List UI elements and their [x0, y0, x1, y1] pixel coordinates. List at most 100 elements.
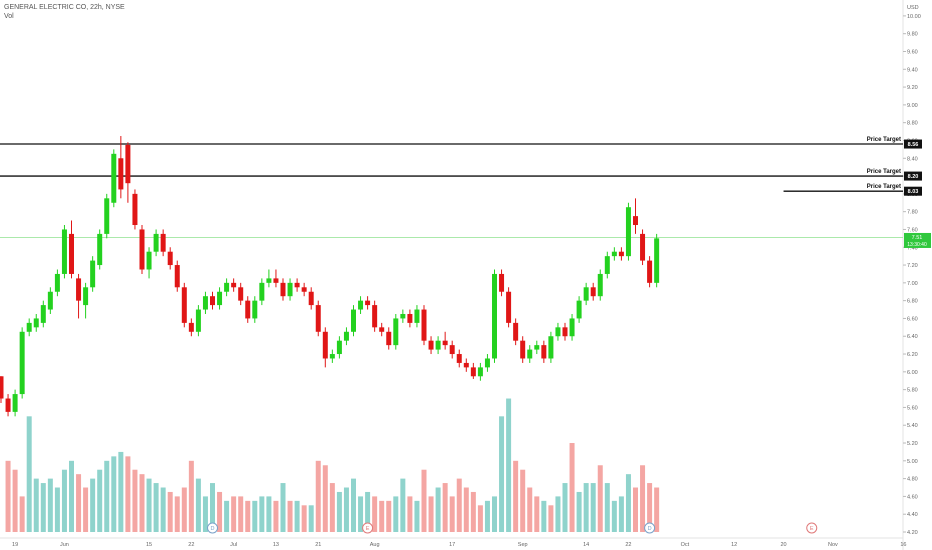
candle	[26, 322, 32, 332]
volume-bar	[576, 491, 582, 532]
candle	[61, 229, 67, 274]
event-marker[interactable]	[644, 522, 656, 534]
volume-bar	[520, 469, 526, 532]
volume-bar	[47, 478, 53, 532]
volume-bar	[5, 460, 11, 532]
price-target-value: 8.03	[908, 189, 919, 195]
currency-label: USD	[907, 5, 919, 11]
time-tick-label: 12	[731, 542, 737, 548]
volume-bar	[33, 478, 39, 532]
event-marker-label: D	[648, 526, 652, 532]
candle	[104, 198, 110, 234]
price-tick-label: 6.60	[907, 316, 918, 322]
candle	[90, 260, 96, 288]
candle	[365, 300, 371, 306]
chart-symbol-title: GENERAL ELECTRIC CO, 22h, NYSE	[4, 4, 125, 11]
candle	[146, 251, 152, 270]
candle	[640, 233, 646, 261]
candle	[139, 229, 145, 270]
candle	[195, 309, 201, 332]
time-tick-label: 21	[315, 542, 321, 548]
price-tick-label: 5.80	[907, 388, 918, 394]
volume-bar	[407, 496, 413, 532]
candle	[69, 233, 74, 274]
candle	[118, 158, 124, 190]
volume-bar	[153, 483, 159, 532]
candle	[245, 300, 251, 319]
candle	[520, 340, 526, 359]
event-marker[interactable]	[207, 522, 218, 534]
price-target-label[interactable]: Price Target	[867, 169, 901, 175]
last-price-value: 7.51	[912, 235, 923, 241]
candle	[407, 313, 413, 323]
volume-bar	[210, 483, 215, 532]
volume-bar	[104, 460, 110, 532]
candle	[329, 354, 335, 359]
volume-bars	[5, 398, 660, 532]
price-tick-label: 8.80	[907, 121, 918, 127]
time-tick-label: Aug	[370, 542, 380, 548]
volume-bar	[167, 491, 173, 532]
volume-bar	[358, 496, 364, 532]
volume-bar	[428, 496, 434, 532]
candle	[442, 340, 448, 346]
candle	[217, 291, 223, 306]
candle	[308, 291, 314, 306]
candle	[231, 282, 237, 288]
volume-bar	[231, 496, 237, 532]
candle	[647, 260, 653, 283]
volume-bar	[308, 505, 314, 532]
candle	[111, 153, 117, 203]
event-marker[interactable]	[362, 522, 374, 534]
candle	[513, 322, 519, 341]
candle	[358, 300, 364, 310]
price-tick-label: 7.60	[907, 227, 918, 233]
price-target-label[interactable]: Price Target	[867, 137, 901, 143]
volume-bar	[379, 500, 385, 532]
time-axis[interactable]: 19 Jun 15 22 Jul 13 21 Aug 17 Sep 14 22 Oct 12 20 Nov 16	[0, 537, 906, 548]
candle	[569, 318, 575, 337]
volume-bar	[562, 483, 568, 532]
candle	[414, 309, 420, 323]
candle	[541, 345, 547, 359]
volume-bar	[259, 496, 265, 532]
volume-bar	[12, 469, 18, 532]
volume-bar	[477, 505, 483, 532]
volume-bar	[202, 496, 208, 532]
price-target-lines[interactable]: Price Target Price Target Price Target	[0, 137, 903, 192]
price-tick-label: 7.20	[907, 263, 918, 269]
price-tick-label: 4.20	[907, 530, 918, 536]
candle	[322, 331, 328, 359]
volume-indicator-label: Vol	[4, 13, 14, 20]
candle	[336, 340, 342, 355]
candle	[47, 291, 53, 310]
price-tick-label: 9.60	[907, 49, 918, 55]
time-tick-label: Oct	[681, 542, 690, 548]
volume-bar	[132, 469, 138, 532]
event-marker[interactable]	[806, 522, 818, 534]
time-tick-label: 19	[12, 542, 18, 548]
price-tick-label: 10.00	[907, 14, 921, 20]
volume-bar	[611, 500, 617, 532]
candle	[125, 144, 131, 184]
price-tick-label: 9.40	[907, 67, 918, 73]
volume-bar	[506, 398, 512, 532]
price-target-label[interactable]: Price Target	[867, 184, 901, 190]
volume-bar	[442, 483, 448, 532]
candle	[181, 287, 187, 323]
volume-bar	[351, 478, 356, 532]
candle	[470, 367, 476, 377]
time-tick-label: 22	[625, 542, 631, 548]
volume-bar	[301, 505, 307, 532]
price-tick-label: 6.00	[907, 370, 918, 376]
candle	[40, 305, 46, 323]
volume-bar	[583, 483, 589, 532]
volume-bar	[266, 496, 272, 532]
price-tick-label: 4.60	[907, 494, 918, 500]
candle	[527, 349, 533, 359]
price-tick-label: 7.40	[907, 245, 918, 251]
volume-bar	[492, 496, 497, 532]
volume-bar	[139, 474, 145, 532]
